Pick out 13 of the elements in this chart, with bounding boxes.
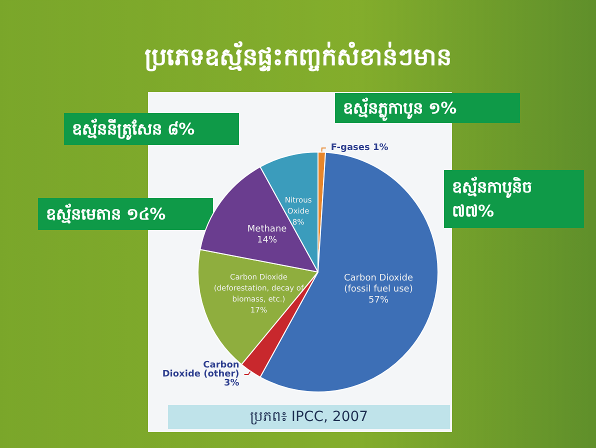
text: ឧស្ម័នមេតាន ១៤%: [46, 204, 166, 224]
text: ប្រភព៖ IPCC, 2007: [250, 409, 368, 425]
slice-label: Carbon Dioxide (other): [162, 360, 240, 380]
data-label: 14%: [257, 235, 278, 246]
chart-title: ប្រភេទឧស្ម័នផ្ទះកញ្ចក់សំខាន់ៗមាន: [144, 41, 452, 72]
text: ឧស្ម័នភ្លូកាបូន ១%: [343, 98, 457, 122]
slice-label: Carbon Dioxide (fossil fuel use): [344, 274, 414, 295]
text: ឧស្ម័នកាបូនិច ៧៧%: [452, 176, 532, 220]
data-label: 57%: [368, 296, 389, 306]
slice-label: Methane: [247, 224, 288, 234]
slice-label: F-gases 1%: [330, 143, 388, 154]
text: ឧស្ម័ននីត្រូសែន ៨%: [72, 118, 195, 140]
data-label: 3%: [224, 378, 240, 389]
